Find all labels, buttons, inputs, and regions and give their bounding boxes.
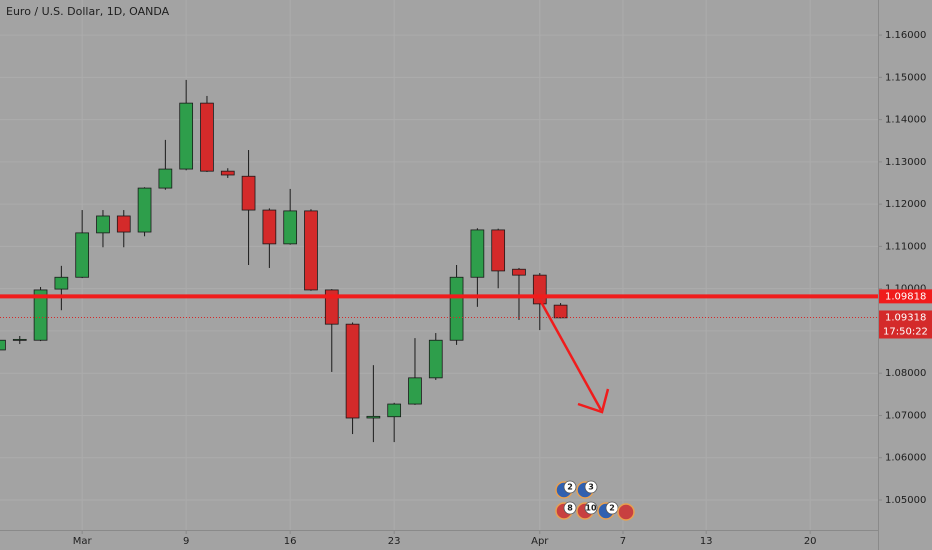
candle-body bbox=[553, 304, 568, 319]
candle-body bbox=[158, 168, 173, 189]
event-count-badge bbox=[563, 480, 577, 494]
y-tick-label: 1.12000 bbox=[885, 199, 926, 210]
x-tick-label: 7 bbox=[620, 536, 626, 547]
candle-body bbox=[75, 232, 90, 278]
candle-body bbox=[304, 210, 318, 291]
level-label: 1.09818 bbox=[885, 291, 926, 302]
y-tick-label: 1.16000 bbox=[885, 30, 926, 41]
x-tick-label: Apr bbox=[531, 536, 549, 547]
event-count: 2 bbox=[567, 483, 573, 492]
candle-body bbox=[387, 403, 402, 418]
candle-body bbox=[241, 175, 256, 211]
arrow-drawing bbox=[538, 299, 610, 414]
x-tick-label: 20 bbox=[804, 536, 817, 547]
candle-body bbox=[345, 323, 360, 419]
candle-body bbox=[137, 187, 152, 233]
y-tick-label: 1.05000 bbox=[885, 495, 926, 506]
candle-body bbox=[491, 229, 506, 272]
event-count-badge bbox=[563, 501, 577, 515]
arrow-head bbox=[577, 388, 610, 414]
candle-body bbox=[449, 276, 464, 341]
candles bbox=[0, 79, 878, 443]
event-count-badge bbox=[584, 480, 598, 494]
candle-body bbox=[179, 102, 194, 170]
x-tick-label: 13 bbox=[700, 536, 713, 547]
last-price-label: 1.09318 bbox=[885, 312, 926, 323]
candle-body bbox=[324, 289, 339, 325]
candle-body bbox=[366, 415, 381, 419]
candle-body bbox=[470, 229, 485, 278]
event-flag bbox=[617, 503, 635, 521]
candle-body bbox=[428, 339, 443, 379]
candle-body bbox=[262, 209, 277, 245]
y-tick-label: 1.15000 bbox=[885, 72, 926, 83]
event-count-badge bbox=[605, 501, 619, 515]
candle-body bbox=[512, 268, 526, 276]
y-tick-label: 1.13000 bbox=[885, 157, 926, 168]
candle-body bbox=[0, 339, 6, 351]
x-tick-label: 16 bbox=[284, 536, 297, 547]
countdown: 17:50:22 bbox=[883, 326, 928, 337]
y-tick-label: 1.08000 bbox=[885, 368, 926, 379]
axes: 1.050001.060001.070001.080001.090001.100… bbox=[73, 30, 932, 547]
y-tick-label: 1.10000 bbox=[885, 284, 926, 295]
event-count: 3 bbox=[588, 483, 594, 492]
level-label-box bbox=[879, 289, 932, 304]
arrow-shaft bbox=[538, 299, 603, 411]
chart-title: Euro / U.S. Dollar, 1D, OANDA bbox=[6, 5, 170, 18]
x-tick-label: Mar bbox=[73, 536, 93, 547]
events: 2 3 8 10 2 bbox=[555, 480, 635, 521]
candle-body bbox=[116, 215, 131, 233]
y-tick-label: 1.06000 bbox=[885, 453, 926, 464]
candle-body bbox=[96, 215, 110, 234]
candle-body bbox=[220, 170, 235, 176]
x-tick-label: 23 bbox=[388, 536, 401, 547]
candle-body bbox=[532, 274, 547, 305]
y-tick-label: 1.14000 bbox=[885, 115, 926, 126]
event-count: 2 bbox=[609, 504, 615, 513]
event-count: 10 bbox=[585, 504, 597, 513]
event-count: 8 bbox=[567, 504, 573, 513]
candle-body bbox=[54, 276, 69, 290]
candle-body bbox=[12, 338, 27, 341]
candle-body bbox=[200, 102, 214, 172]
candle-body bbox=[408, 377, 422, 405]
candle-body bbox=[33, 289, 48, 341]
y-tick-label: 1.07000 bbox=[885, 410, 926, 421]
y-tick-label: 1.11000 bbox=[885, 241, 926, 252]
x-tick-label: 9 bbox=[183, 536, 189, 547]
last-price-box bbox=[879, 310, 932, 339]
candle-body bbox=[283, 210, 298, 245]
event-count-badge bbox=[584, 501, 598, 515]
